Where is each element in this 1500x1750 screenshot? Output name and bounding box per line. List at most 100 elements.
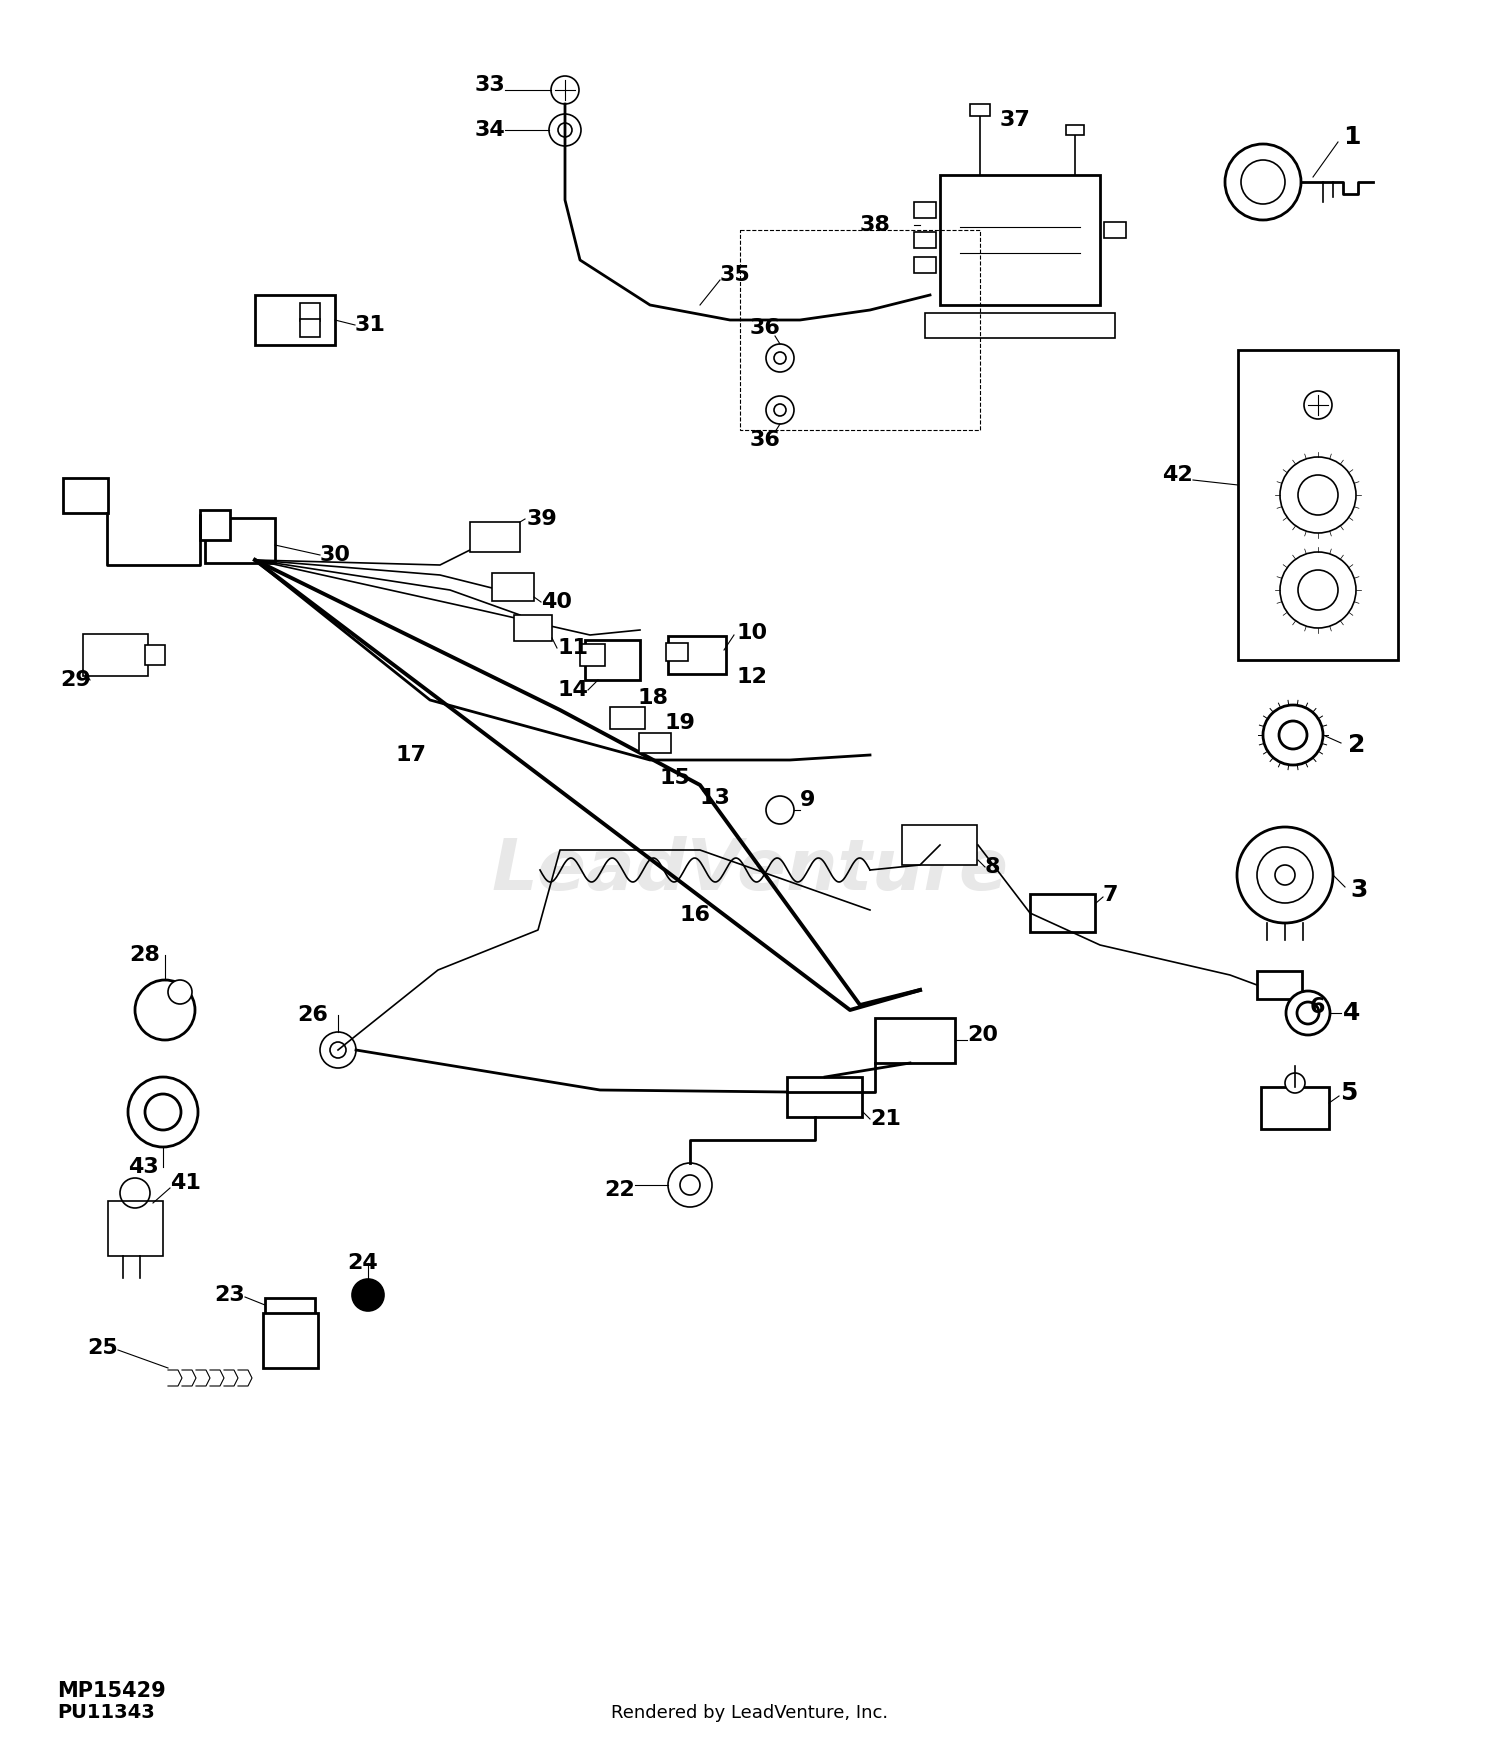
Bar bbox=[914, 201, 936, 219]
Bar bbox=[470, 522, 520, 551]
Bar bbox=[200, 509, 230, 541]
Bar bbox=[262, 1312, 318, 1367]
Bar bbox=[1238, 350, 1398, 660]
Text: 22: 22 bbox=[604, 1180, 634, 1200]
Bar bbox=[63, 478, 108, 513]
Circle shape bbox=[774, 404, 786, 416]
Bar bbox=[108, 1200, 162, 1255]
Text: 12: 12 bbox=[736, 667, 768, 688]
Text: 42: 42 bbox=[1162, 466, 1192, 485]
Bar bbox=[492, 572, 534, 600]
Bar bbox=[639, 733, 670, 752]
Bar bbox=[206, 518, 274, 562]
Text: LeadVenture: LeadVenture bbox=[492, 835, 1008, 905]
Circle shape bbox=[1275, 864, 1294, 886]
Circle shape bbox=[1263, 705, 1323, 765]
Bar bbox=[300, 303, 320, 320]
Text: 21: 21 bbox=[870, 1110, 901, 1129]
Text: 14: 14 bbox=[556, 681, 588, 700]
Text: 37: 37 bbox=[1000, 110, 1030, 130]
Text: 40: 40 bbox=[542, 592, 572, 612]
Bar bbox=[926, 313, 1114, 338]
Circle shape bbox=[352, 1279, 384, 1311]
Bar bbox=[914, 257, 936, 273]
Circle shape bbox=[1298, 570, 1338, 611]
Bar bbox=[300, 318, 320, 338]
Text: 5: 5 bbox=[1340, 1082, 1358, 1104]
Circle shape bbox=[680, 1174, 700, 1195]
Circle shape bbox=[1280, 457, 1356, 534]
Text: 1: 1 bbox=[1342, 124, 1360, 149]
Text: 35: 35 bbox=[720, 264, 750, 285]
Bar bbox=[266, 1297, 315, 1323]
Text: 36: 36 bbox=[750, 430, 780, 450]
Text: 43: 43 bbox=[128, 1157, 159, 1178]
Bar bbox=[585, 640, 640, 681]
Bar bbox=[610, 707, 645, 730]
Text: 19: 19 bbox=[664, 712, 696, 733]
Bar bbox=[1257, 971, 1302, 999]
Circle shape bbox=[668, 1164, 712, 1207]
Circle shape bbox=[146, 1094, 182, 1130]
Text: 23: 23 bbox=[214, 1284, 244, 1306]
Text: 3: 3 bbox=[1350, 878, 1368, 901]
Text: 2: 2 bbox=[1348, 733, 1365, 758]
Text: 39: 39 bbox=[526, 509, 558, 528]
Bar bbox=[1066, 124, 1084, 135]
Text: 25: 25 bbox=[87, 1339, 118, 1358]
Bar bbox=[940, 175, 1100, 304]
Text: 38: 38 bbox=[859, 215, 891, 235]
Circle shape bbox=[1280, 721, 1306, 749]
Text: Rendered by LeadVenture, Inc.: Rendered by LeadVenture, Inc. bbox=[612, 1704, 888, 1722]
Circle shape bbox=[1286, 1073, 1305, 1094]
Text: 13: 13 bbox=[700, 788, 730, 808]
Text: 8: 8 bbox=[986, 858, 1000, 877]
Bar bbox=[668, 635, 726, 674]
Text: 33: 33 bbox=[474, 75, 506, 94]
Circle shape bbox=[1280, 551, 1356, 628]
Text: 9: 9 bbox=[800, 789, 816, 810]
Text: 15: 15 bbox=[660, 768, 692, 788]
Circle shape bbox=[320, 1032, 356, 1068]
Bar bbox=[874, 1017, 956, 1062]
Text: 24: 24 bbox=[348, 1253, 378, 1272]
Circle shape bbox=[330, 1041, 346, 1059]
Circle shape bbox=[1298, 1003, 1318, 1024]
Bar bbox=[146, 646, 165, 665]
Text: 30: 30 bbox=[320, 544, 351, 565]
Bar bbox=[1262, 1087, 1329, 1129]
Circle shape bbox=[558, 123, 572, 136]
Bar bbox=[255, 296, 334, 345]
Text: 16: 16 bbox=[680, 905, 711, 926]
Text: 11: 11 bbox=[558, 639, 590, 658]
Text: 18: 18 bbox=[638, 688, 669, 709]
Text: MP15429: MP15429 bbox=[57, 1682, 165, 1701]
Text: 10: 10 bbox=[736, 623, 768, 642]
Text: 17: 17 bbox=[394, 746, 426, 765]
Circle shape bbox=[1286, 990, 1330, 1034]
Text: PU11343: PU11343 bbox=[57, 1703, 154, 1722]
Text: 28: 28 bbox=[129, 945, 160, 964]
Circle shape bbox=[766, 345, 794, 373]
Bar bbox=[903, 824, 978, 864]
Bar bbox=[740, 229, 980, 430]
Bar bbox=[666, 642, 688, 662]
Text: 4: 4 bbox=[1342, 1001, 1360, 1026]
Bar bbox=[1030, 894, 1095, 933]
Circle shape bbox=[774, 352, 786, 364]
Text: 20: 20 bbox=[968, 1026, 998, 1045]
Bar bbox=[82, 634, 147, 676]
Circle shape bbox=[168, 980, 192, 1004]
Text: 26: 26 bbox=[297, 1004, 328, 1026]
Bar bbox=[514, 614, 552, 640]
Circle shape bbox=[766, 396, 794, 424]
Text: 36: 36 bbox=[750, 318, 780, 338]
Text: 41: 41 bbox=[170, 1172, 201, 1194]
Text: 6: 6 bbox=[1310, 997, 1326, 1017]
Circle shape bbox=[549, 114, 580, 145]
Bar bbox=[914, 233, 936, 248]
Text: 7: 7 bbox=[1102, 886, 1119, 905]
Circle shape bbox=[1298, 474, 1338, 514]
Bar bbox=[788, 1076, 862, 1116]
Bar bbox=[970, 103, 990, 116]
